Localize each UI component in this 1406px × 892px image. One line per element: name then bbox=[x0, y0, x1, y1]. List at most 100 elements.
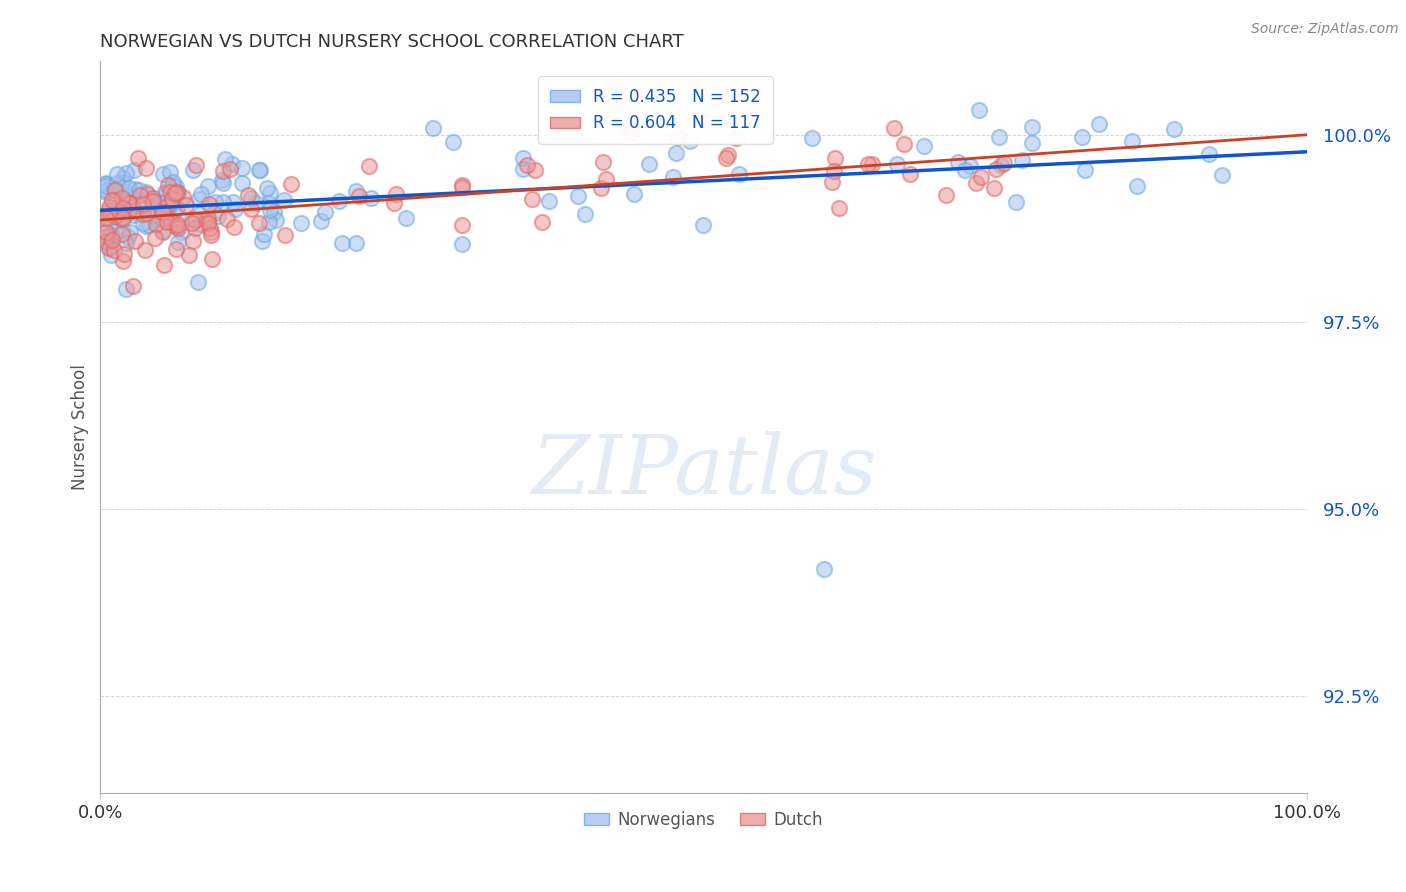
Point bbox=[280, 177, 302, 191]
Point bbox=[118, 195, 141, 210]
Point bbox=[166, 201, 188, 215]
Point bbox=[160, 186, 183, 200]
Point bbox=[311, 213, 333, 227]
Point bbox=[104, 193, 127, 207]
Point bbox=[121, 200, 143, 214]
Point bbox=[135, 206, 157, 220]
Point bbox=[574, 206, 596, 220]
Point bbox=[105, 208, 128, 222]
Point bbox=[990, 158, 1012, 172]
Point bbox=[159, 213, 181, 227]
Point bbox=[211, 194, 233, 209]
Point bbox=[662, 170, 685, 185]
Point bbox=[512, 162, 534, 177]
Point bbox=[159, 186, 181, 200]
Point bbox=[128, 183, 150, 197]
Point bbox=[98, 200, 121, 214]
Point bbox=[249, 162, 271, 177]
Point bbox=[886, 157, 908, 171]
Point bbox=[592, 154, 614, 169]
Point bbox=[179, 248, 201, 262]
Point bbox=[211, 173, 233, 187]
Point bbox=[201, 252, 224, 266]
Point bbox=[984, 161, 1007, 176]
Point bbox=[124, 234, 146, 248]
Point bbox=[96, 176, 118, 190]
Point bbox=[165, 219, 187, 233]
Point bbox=[679, 135, 702, 149]
Point bbox=[395, 211, 418, 225]
Point bbox=[860, 156, 883, 170]
Point bbox=[98, 203, 121, 218]
Point bbox=[898, 167, 921, 181]
Point bbox=[117, 229, 139, 244]
Point bbox=[103, 183, 125, 197]
Point bbox=[127, 151, 149, 165]
Point bbox=[637, 157, 659, 171]
Point bbox=[143, 231, 166, 245]
Point bbox=[155, 186, 177, 200]
Point bbox=[96, 225, 118, 239]
Point bbox=[190, 187, 212, 202]
Point bbox=[883, 121, 905, 136]
Point bbox=[224, 202, 246, 216]
Point bbox=[124, 187, 146, 202]
Point bbox=[141, 195, 163, 210]
Point bbox=[96, 231, 118, 245]
Point bbox=[595, 171, 617, 186]
Point bbox=[239, 202, 262, 216]
Point bbox=[107, 200, 129, 214]
Point bbox=[174, 198, 197, 212]
Point bbox=[165, 217, 187, 231]
Point bbox=[422, 120, 444, 135]
Point bbox=[200, 227, 222, 242]
Point bbox=[1211, 168, 1233, 182]
Point bbox=[614, 123, 637, 137]
Point bbox=[107, 207, 129, 221]
Point bbox=[143, 206, 166, 220]
Point bbox=[152, 225, 174, 239]
Point bbox=[131, 207, 153, 221]
Point bbox=[105, 176, 128, 190]
Point bbox=[359, 159, 381, 173]
Point bbox=[451, 180, 474, 194]
Point bbox=[184, 157, 207, 171]
Point bbox=[97, 206, 120, 220]
Point bbox=[141, 194, 163, 208]
Point bbox=[150, 224, 173, 238]
Point bbox=[935, 188, 957, 202]
Point bbox=[118, 226, 141, 240]
Point bbox=[97, 239, 120, 253]
Point bbox=[167, 186, 190, 200]
Point bbox=[530, 214, 553, 228]
Point bbox=[135, 161, 157, 176]
Point bbox=[100, 213, 122, 227]
Point bbox=[1021, 120, 1043, 134]
Legend: Norwegians, Dutch: Norwegians, Dutch bbox=[578, 805, 830, 836]
Point bbox=[347, 189, 370, 203]
Point bbox=[238, 188, 260, 202]
Point bbox=[1198, 147, 1220, 161]
Point bbox=[965, 176, 987, 190]
Point bbox=[893, 136, 915, 151]
Point bbox=[273, 194, 295, 208]
Point bbox=[184, 221, 207, 235]
Point bbox=[162, 193, 184, 207]
Point bbox=[263, 205, 285, 219]
Point bbox=[107, 183, 129, 197]
Point bbox=[165, 242, 187, 256]
Point bbox=[828, 202, 851, 216]
Point bbox=[105, 167, 128, 181]
Point bbox=[166, 186, 188, 200]
Point bbox=[167, 220, 190, 235]
Point bbox=[912, 138, 935, 153]
Point bbox=[212, 176, 235, 190]
Point bbox=[252, 234, 274, 248]
Y-axis label: Nursery School: Nursery School bbox=[72, 364, 89, 490]
Point bbox=[100, 228, 122, 243]
Point bbox=[100, 194, 122, 208]
Point bbox=[441, 136, 464, 150]
Point bbox=[188, 218, 211, 232]
Point bbox=[264, 213, 287, 227]
Point bbox=[157, 178, 180, 192]
